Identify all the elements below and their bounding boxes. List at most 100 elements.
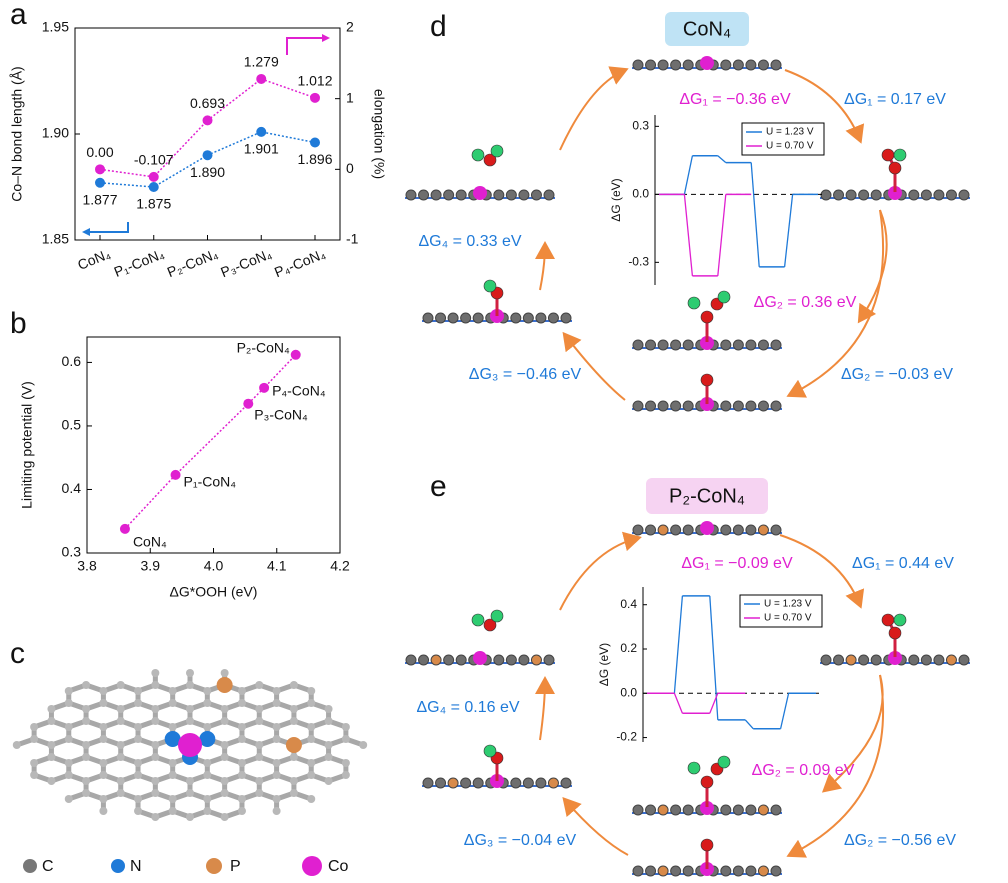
carbon-atom — [920, 189, 932, 201]
lattice-atom — [237, 735, 246, 743]
x-tick-label: 3.8 — [77, 558, 97, 574]
lattice-atom — [64, 795, 73, 803]
legend-label: U = 1.23 V — [764, 599, 812, 610]
axis-arrow — [286, 37, 328, 55]
carbon-atom — [770, 524, 782, 536]
lattice-atom — [151, 717, 160, 725]
carbon-atom — [720, 804, 732, 816]
carbon-atom — [745, 865, 757, 877]
legend-swatch — [302, 856, 322, 876]
carbon-atom — [657, 339, 669, 351]
carbon-atom — [833, 654, 845, 666]
lattice-atom — [203, 795, 212, 803]
point — [148, 171, 159, 182]
graphene-sheet — [422, 309, 572, 324]
carbon-atom — [632, 400, 644, 412]
lattice-atom — [289, 789, 298, 797]
lattice-atom — [64, 699, 73, 707]
lattice-atom — [99, 735, 108, 743]
carbon-atom — [657, 400, 669, 412]
lattice-atom — [82, 681, 91, 689]
lattice-atom — [203, 699, 212, 707]
lattice-atom — [64, 723, 73, 731]
carbon-atom — [958, 189, 970, 201]
co-atom — [473, 651, 487, 665]
carbon-atom — [757, 339, 769, 351]
carbon-atom — [535, 777, 547, 789]
lattice-atom — [168, 795, 177, 803]
lattice-atom — [237, 723, 246, 731]
lattice-atom — [116, 705, 125, 713]
lattice-atom — [134, 735, 143, 743]
atom — [700, 775, 714, 789]
y-tick-label: 0.0 — [632, 187, 649, 201]
carbon-atom — [522, 777, 534, 789]
carbon-atom — [870, 189, 882, 201]
lattice-atom — [99, 759, 108, 767]
lattice-atom — [186, 813, 194, 821]
value-label: 1.890 — [190, 164, 225, 180]
lattice-atom — [359, 741, 368, 749]
lattice-atom — [255, 741, 264, 749]
carbon-atom — [770, 400, 782, 412]
panel-label: e — [430, 470, 447, 503]
lattice-atom — [289, 777, 298, 785]
lattice-atom — [134, 771, 143, 779]
carbon-atom — [670, 804, 682, 816]
carbon-atom — [745, 339, 757, 351]
carbon-atom — [460, 312, 472, 324]
energy-label: ΔG₂ = 0.09 eV — [752, 762, 855, 779]
lattice-atom — [47, 705, 56, 713]
lattice-atom — [164, 731, 181, 747]
point-label: P₄-CoN₄ — [272, 383, 326, 399]
carbon-atom — [670, 339, 682, 351]
plot-frame — [86, 336, 341, 554]
point — [243, 398, 254, 409]
carbon-atom — [530, 654, 542, 666]
legend-label: Co — [328, 858, 349, 875]
lattice-atom — [203, 687, 212, 695]
plot-frame — [74, 27, 341, 241]
lattice-atom — [82, 753, 91, 761]
lattice-atom — [272, 795, 281, 803]
series-line — [99, 78, 316, 178]
lattice-atom — [199, 731, 216, 747]
carbon-atom — [682, 59, 694, 71]
carbon-atom — [657, 804, 669, 816]
x-tick-label: 4.2 — [330, 558, 350, 574]
lattice-atom — [151, 705, 160, 713]
carbon-atom — [645, 865, 657, 877]
lattice-atom — [307, 795, 316, 803]
co-atom — [700, 521, 714, 535]
carbon-atom — [522, 312, 534, 324]
step-connector — [717, 155, 727, 164]
atom — [717, 290, 731, 304]
co-atom — [888, 651, 902, 665]
step-connector — [750, 162, 760, 267]
lattice-atom — [341, 759, 350, 767]
graphene-sheet — [405, 651, 555, 666]
carbon-atom — [435, 777, 447, 789]
lattice-atom — [82, 777, 91, 785]
y-tick-label: 0.0 — [620, 685, 637, 699]
atom — [893, 148, 907, 162]
lattice-atom — [168, 759, 177, 767]
lattice-atom — [134, 807, 143, 815]
carbon-atom — [547, 777, 559, 789]
x-tick-label: P₄-CoN₄ — [272, 245, 328, 280]
y2-tick-label: 2 — [346, 19, 354, 35]
step-connector — [683, 155, 694, 195]
x-tick-label: P₃-CoN₄ — [218, 245, 274, 280]
carbon-atom — [845, 654, 857, 666]
value-label: 0.693 — [190, 95, 225, 111]
graphene-sheet — [632, 862, 782, 877]
point — [170, 469, 181, 480]
axis-arrow-head — [322, 34, 330, 42]
y-tick-label: 1.85 — [42, 231, 69, 247]
carbon-atom — [632, 804, 644, 816]
axis-arrow-head — [82, 228, 90, 236]
lattice-atom — [47, 777, 56, 785]
lattice-atom — [99, 723, 108, 731]
cycle-title: CoN₄ — [683, 18, 731, 40]
lattice-atom — [116, 717, 125, 725]
